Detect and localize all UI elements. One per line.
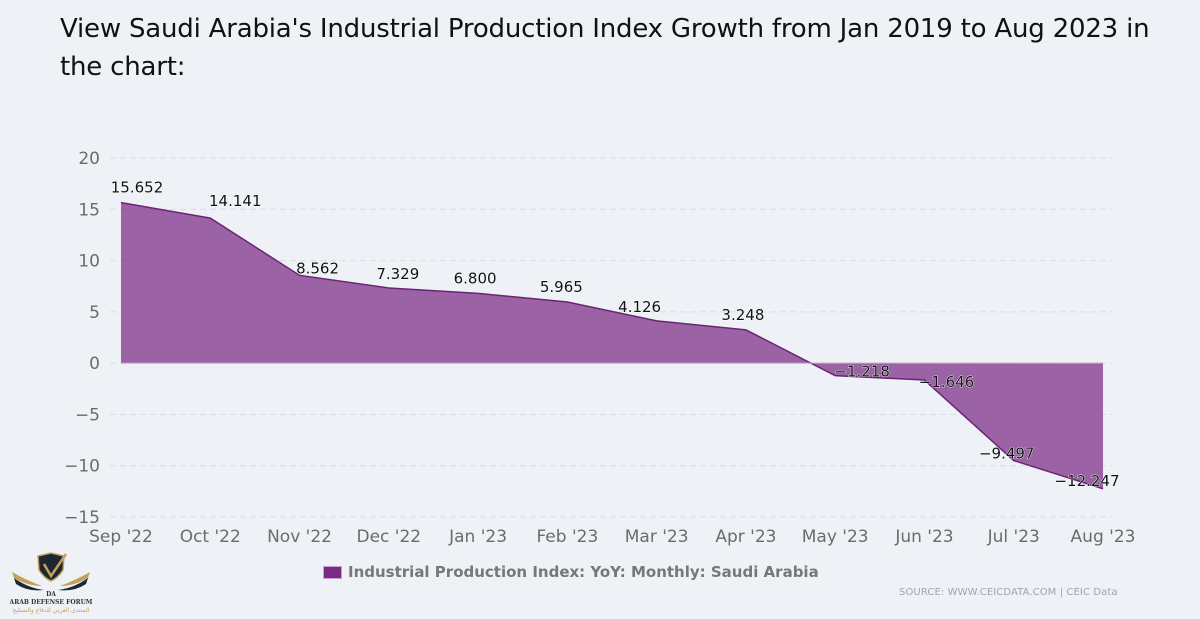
x-axis: Sep '22 Oct '22 Nov '22 Dec '22 Jan '23 Feb '… [89, 527, 1135, 547]
data-labels: 15.652 14.141 8.562 7.329 6.800 5.965 4.126 3.2… [110, 178, 1120, 490]
data-label: 7.329 [376, 265, 419, 283]
data-label: 14.141 [209, 192, 262, 210]
x-tick-label: Oct '22 [180, 527, 241, 547]
data-label: −1.218 [834, 363, 890, 381]
y-tick-label: 5 [89, 303, 100, 323]
data-label: 15.652 [111, 179, 164, 197]
logo-name: ARAB DEFENSE FORUM [9, 599, 93, 606]
y-tick-label: 15 [78, 200, 100, 220]
data-label: −12.247 [1054, 472, 1119, 490]
y-axis: 20 15 10 5 0 −5 −10 −15 [64, 149, 100, 528]
x-tick-label: Jan '23 [448, 527, 507, 547]
right-wing-icon [60, 572, 90, 586]
x-tick-label: Jun '23 [894, 527, 953, 547]
source-credit: SOURCE: WWW.CEICDATA.COM | CEIC Data [899, 587, 1118, 598]
y-tick-label: 10 [78, 252, 100, 272]
legend-swatch [323, 565, 342, 579]
x-tick-label: Aug '23 [1071, 527, 1136, 547]
x-tick-label: May '23 [802, 527, 869, 547]
y-tick-label: −10 [64, 457, 100, 477]
data-label: 3.248 [721, 306, 764, 324]
x-tick-label: Nov '22 [267, 527, 332, 547]
y-tick-label: 0 [89, 354, 100, 374]
data-label: 8.562 [296, 259, 339, 277]
series-area [120, 201, 1104, 490]
series-line [120, 201, 1104, 490]
logo-arabic: المنتدى العربي للدفاع والتسليح [13, 607, 90, 614]
legend[interactable]: Industrial Production Index: YoY: Monthl… [323, 563, 819, 581]
page-title: View Saudi Arabia's Industrial Productio… [60, 14, 1150, 82]
y-tick-label: 20 [78, 149, 100, 169]
left-wing-icon [12, 572, 42, 586]
x-tick-label: Sep '22 [89, 527, 153, 547]
x-tick-label: Dec '22 [357, 527, 422, 547]
x-tick-label: Mar '23 [625, 527, 689, 547]
legend-label: Industrial Production Index: YoY: Monthl… [348, 563, 819, 581]
data-label: −1.646 [919, 373, 975, 391]
logo-monogram: DA [46, 591, 56, 598]
data-label: −9.497 [979, 445, 1035, 463]
arab-defense-forum-logo: DA ARAB DEFENSE FORUM المنتدى العربي للد… [9, 552, 93, 614]
shield-icon [37, 552, 65, 582]
data-label: 4.126 [618, 298, 661, 316]
series-area-fill [121, 202, 1103, 489]
x-tick-label: Feb '23 [536, 527, 598, 547]
y-tick-label: −5 [75, 405, 100, 425]
data-label: 5.965 [540, 278, 583, 296]
y-tick-label: −15 [64, 508, 100, 528]
x-tick-label: Jul '23 [987, 527, 1040, 547]
data-label: 6.800 [454, 269, 497, 287]
x-tick-label: Apr '23 [715, 527, 776, 547]
check-mark-icon [42, 553, 68, 579]
